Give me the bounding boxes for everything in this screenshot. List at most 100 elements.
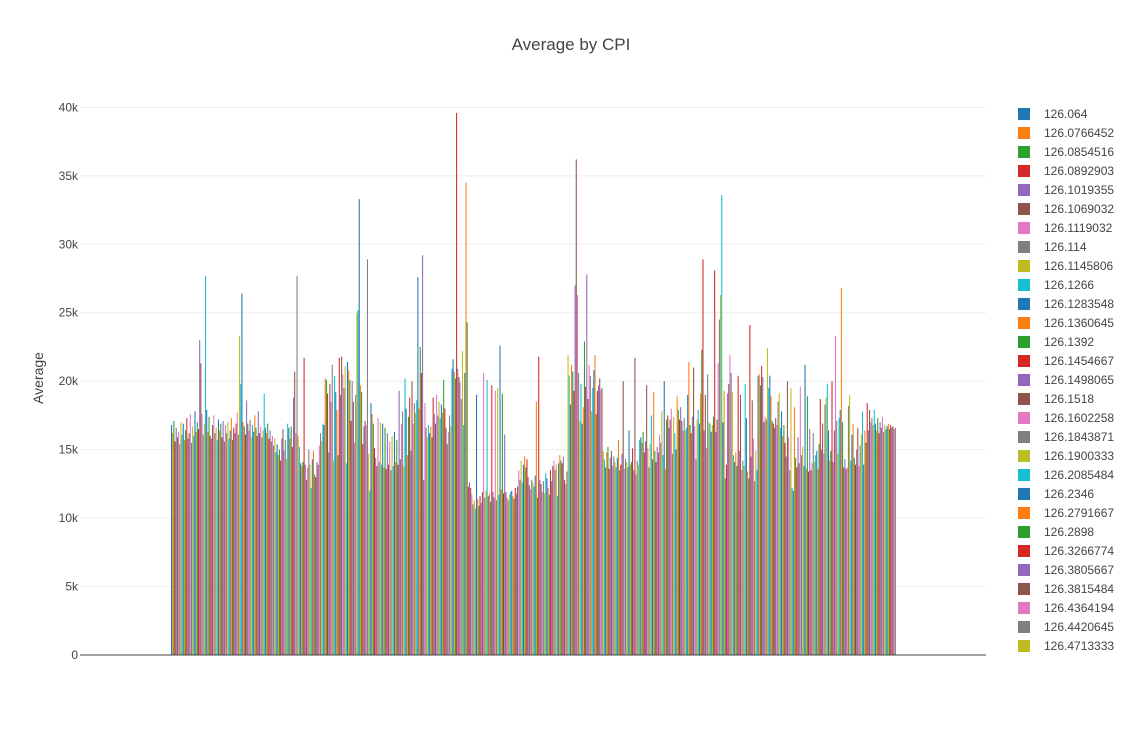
bar[interactable]	[422, 255, 424, 656]
bar[interactable]	[826, 383, 828, 655]
bar[interactable]	[590, 411, 593, 655]
bar[interactable]	[845, 468, 847, 655]
bar[interactable]	[579, 420, 581, 655]
bar[interactable]	[213, 415, 215, 655]
bar[interactable]	[375, 457, 377, 655]
bar[interactable]	[537, 497, 539, 655]
bar[interactable]	[472, 504, 474, 655]
bar[interactable]	[176, 437, 178, 655]
bar[interactable]	[791, 487, 793, 655]
bar[interactable]	[443, 379, 445, 655]
bar[interactable]	[599, 378, 601, 655]
bar[interactable]	[485, 490, 487, 655]
bar[interactable]	[558, 463, 560, 655]
bar[interactable]	[818, 444, 820, 655]
bar[interactable]	[796, 467, 798, 655]
bar[interactable]	[305, 479, 307, 655]
bar[interactable]	[172, 433, 174, 655]
bar[interactable]	[467, 486, 469, 655]
bar[interactable]	[757, 375, 759, 655]
bar[interactable]	[765, 419, 767, 655]
bar[interactable]	[517, 486, 519, 655]
bar[interactable]	[675, 449, 677, 655]
bar[interactable]	[561, 463, 563, 655]
bar[interactable]	[552, 466, 554, 655]
bar[interactable]	[334, 375, 336, 655]
bar[interactable]	[708, 422, 710, 655]
bar[interactable]	[187, 438, 189, 655]
legend-item[interactable]: 126.0892903	[1018, 164, 1114, 178]
bar[interactable]	[331, 364, 333, 655]
bar[interactable]	[820, 449, 822, 655]
bar[interactable]	[656, 446, 658, 655]
bar[interactable]	[403, 466, 405, 655]
bar[interactable]	[718, 319, 720, 655]
bar[interactable]	[843, 467, 845, 655]
bar[interactable]	[553, 460, 555, 655]
bar[interactable]	[795, 457, 797, 655]
bar[interactable]	[697, 409, 699, 655]
bar[interactable]	[856, 449, 858, 655]
bar[interactable]	[732, 455, 734, 655]
bar[interactable]	[682, 430, 684, 655]
bar[interactable]	[442, 412, 444, 655]
bar[interactable]	[662, 455, 664, 655]
bar[interactable]	[527, 477, 529, 655]
bar[interactable]	[802, 446, 804, 655]
legend-item[interactable]: 126.2346	[1018, 487, 1094, 501]
bar[interactable]	[436, 394, 438, 655]
bar[interactable]	[592, 388, 594, 655]
bar[interactable]	[181, 434, 183, 655]
bar[interactable]	[418, 408, 420, 655]
bar[interactable]	[625, 459, 627, 655]
bar[interactable]	[812, 433, 814, 655]
bar[interactable]	[723, 390, 725, 655]
bar[interactable]	[457, 368, 459, 655]
legend-item[interactable]: 126.3805667	[1018, 563, 1114, 577]
bar[interactable]	[215, 427, 217, 655]
bar[interactable]	[839, 409, 841, 655]
bar[interactable]	[423, 479, 425, 655]
bar[interactable]	[798, 463, 800, 655]
bar[interactable]	[437, 415, 439, 655]
bar[interactable]	[885, 429, 887, 655]
bar[interactable]	[302, 461, 304, 655]
bar[interactable]	[466, 322, 468, 655]
bar[interactable]	[858, 466, 860, 655]
legend-item[interactable]: 126.2898	[1018, 525, 1094, 539]
bar[interactable]	[430, 426, 432, 655]
bar[interactable]	[240, 383, 242, 655]
bar[interactable]	[773, 427, 776, 655]
bar[interactable]	[396, 440, 398, 655]
bar[interactable]	[789, 470, 791, 655]
bar[interactable]	[724, 478, 726, 655]
bar[interactable]	[383, 467, 385, 655]
legend-item[interactable]: 126.3266774	[1018, 544, 1114, 558]
bar[interactable]	[630, 461, 632, 655]
bar[interactable]	[644, 441, 647, 655]
bar[interactable]	[504, 434, 506, 655]
bar[interactable]	[416, 400, 418, 655]
bar[interactable]	[650, 415, 652, 655]
bar[interactable]	[271, 435, 273, 655]
bar[interactable]	[763, 422, 765, 655]
bar[interactable]	[345, 463, 347, 655]
bar[interactable]	[294, 371, 296, 655]
bar[interactable]	[596, 390, 598, 655]
bar[interactable]	[392, 466, 394, 655]
bar[interactable]	[705, 448, 708, 655]
bar[interactable]	[576, 294, 578, 655]
bar[interactable]	[608, 468, 610, 655]
bar[interactable]	[352, 401, 354, 655]
bar[interactable]	[318, 445, 320, 655]
bar[interactable]	[700, 393, 702, 655]
bar[interactable]	[778, 393, 780, 655]
bar[interactable]	[643, 452, 645, 655]
bar[interactable]	[349, 379, 351, 655]
bar[interactable]	[275, 452, 277, 655]
bar[interactable]	[409, 397, 411, 655]
bar[interactable]	[425, 427, 427, 655]
bar[interactable]	[538, 356, 540, 655]
bar[interactable]	[380, 464, 383, 655]
bar[interactable]	[439, 418, 441, 655]
